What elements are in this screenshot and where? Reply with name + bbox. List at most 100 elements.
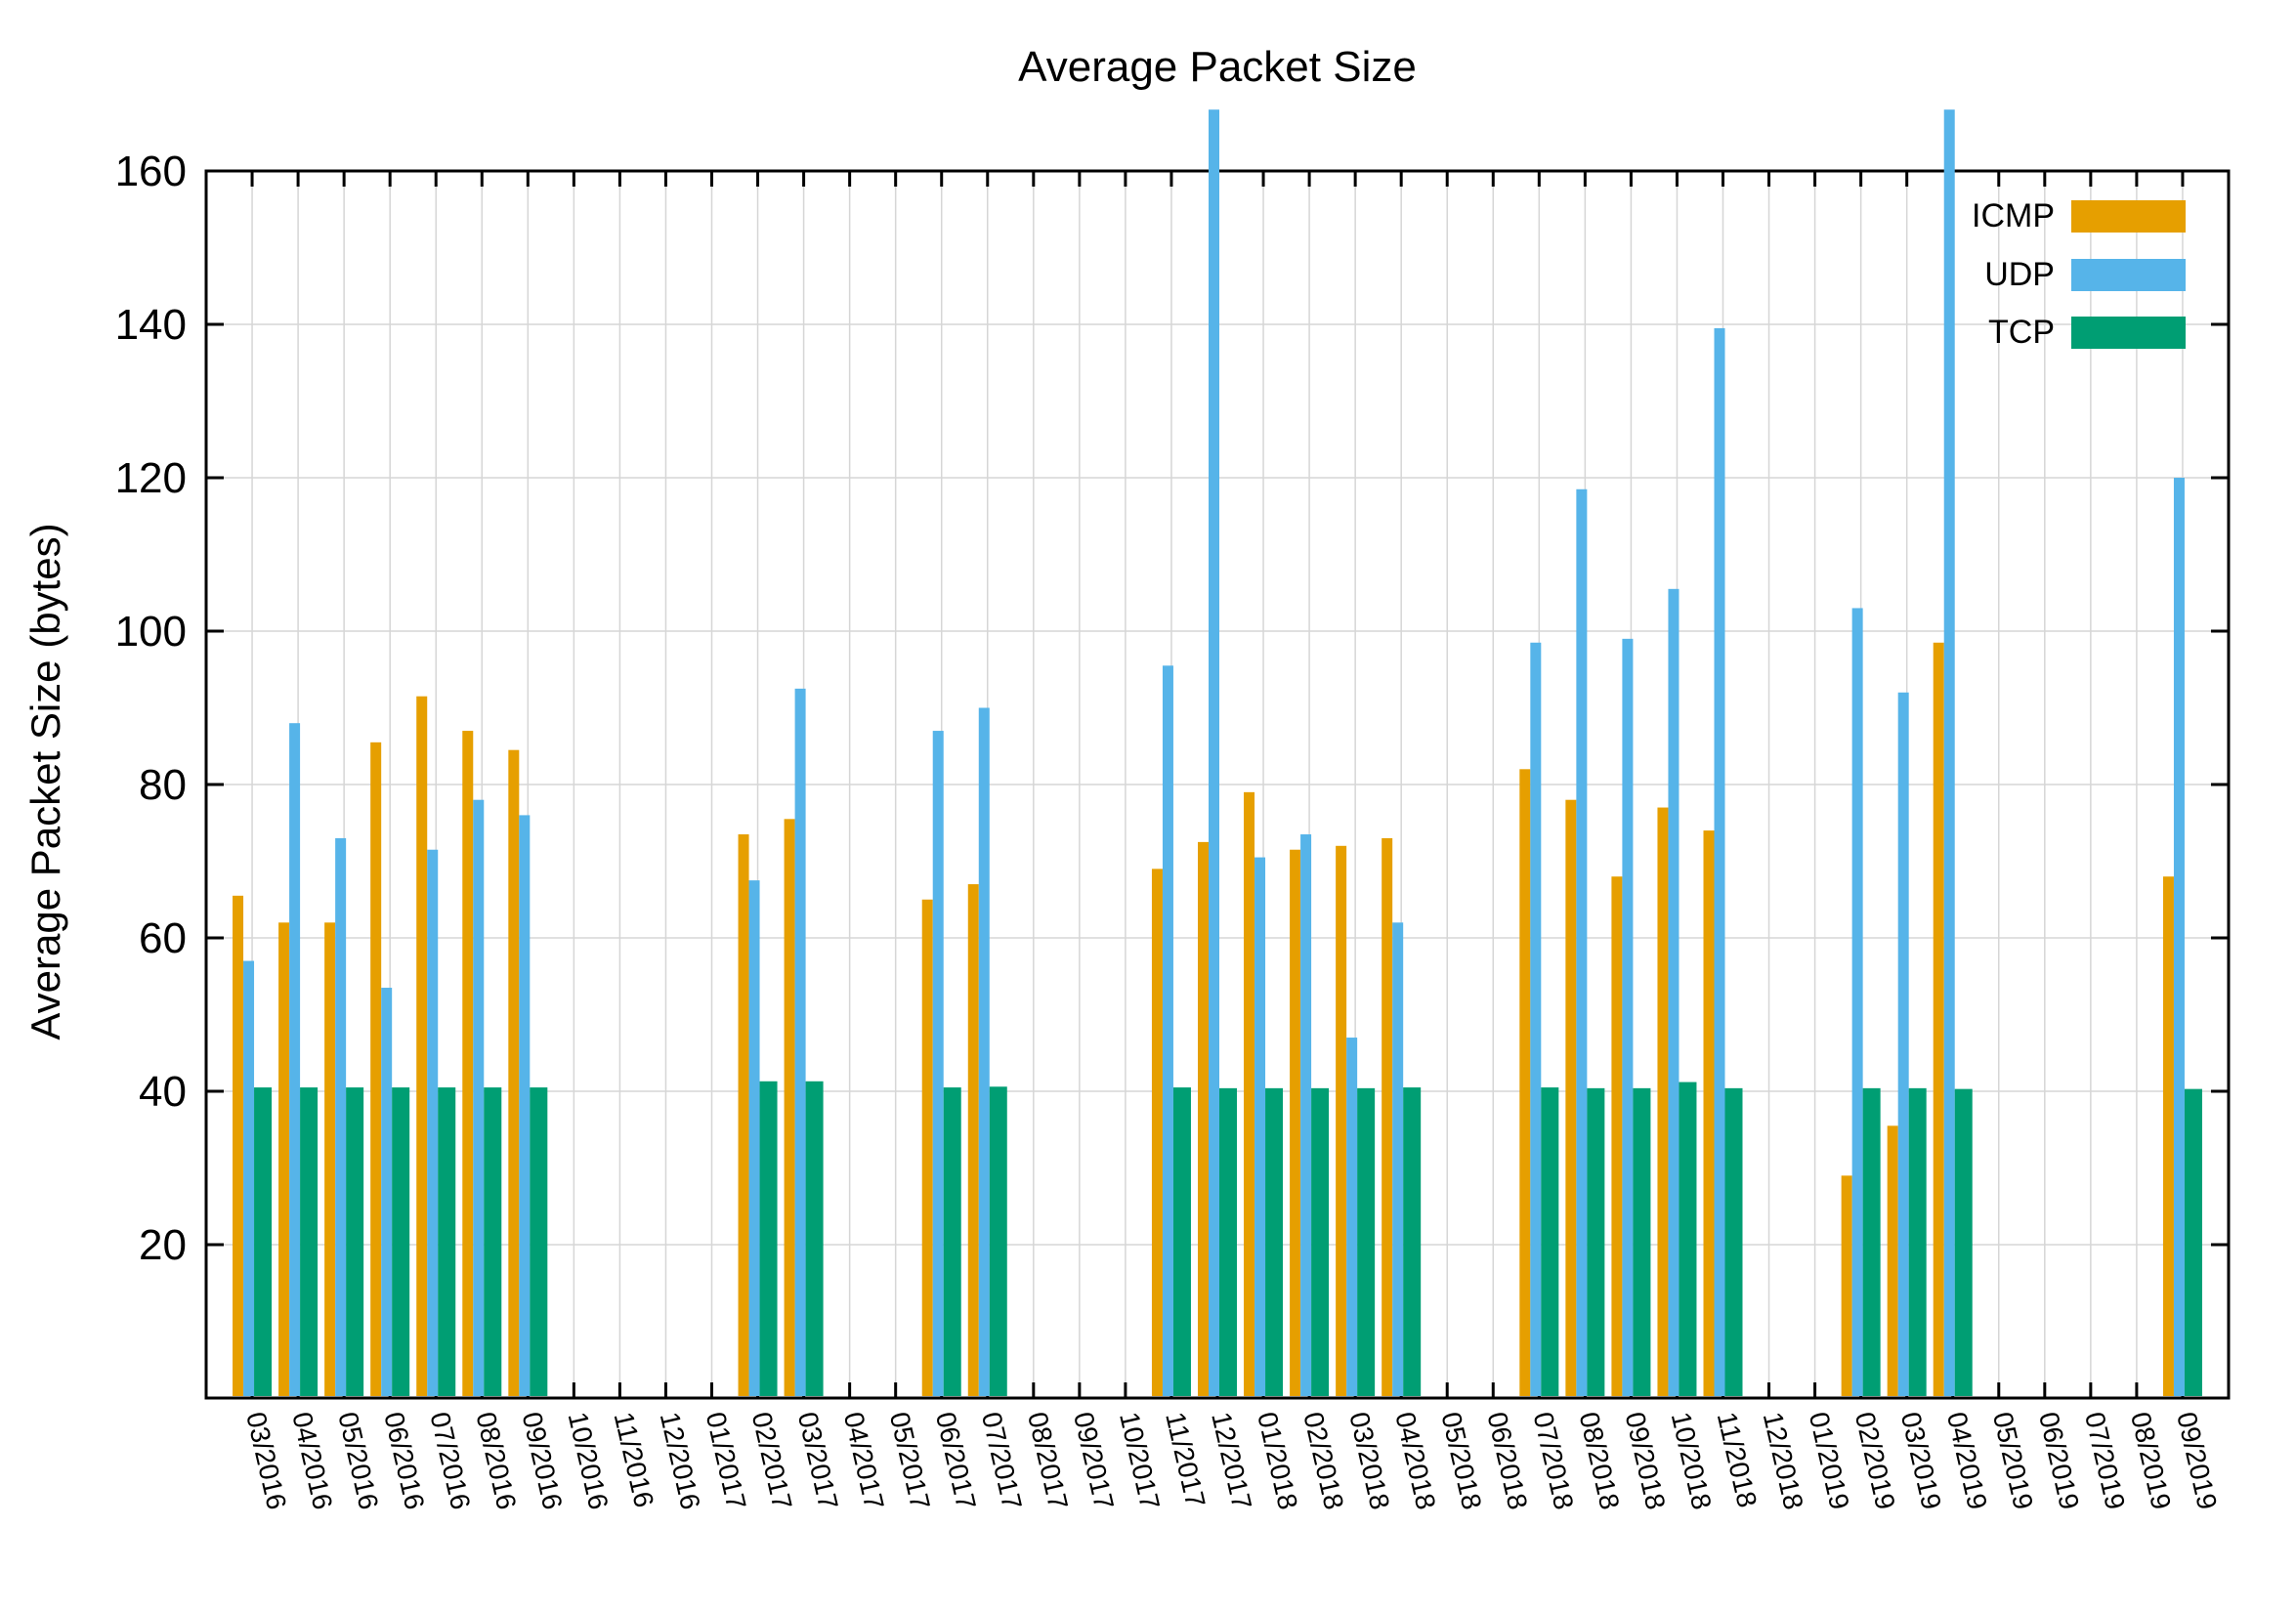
bar-tcp-03/2018: [1357, 1087, 1376, 1396]
svg-text:05/2017: 05/2017: [884, 1409, 936, 1512]
bar-udp-02/2017: [748, 880, 760, 1396]
svg-text:03/2017: 03/2017: [792, 1409, 844, 1512]
bar-tcp-08/2016: [484, 1087, 502, 1396]
bar-udp-04/2018: [1392, 922, 1404, 1396]
svg-text:04/2018: 04/2018: [1389, 1409, 1441, 1512]
bar-udp-06/2017: [932, 731, 944, 1396]
bar-tcp-07/2017: [989, 1086, 1007, 1396]
bar-udp-07/2017: [978, 707, 990, 1396]
svg-text:01/2017: 01/2017: [701, 1409, 752, 1512]
svg-text:11/2016: 11/2016: [609, 1409, 660, 1510]
svg-text:10/2017: 10/2017: [1114, 1409, 1166, 1512]
legend-swatch-udp-icon: [2071, 259, 2186, 291]
svg-text:05/2016: 05/2016: [332, 1409, 384, 1512]
bar-icmp-02/2017: [738, 834, 749, 1396]
svg-text:01/2018: 01/2018: [1252, 1409, 1303, 1512]
bar-tcp-06/2017: [943, 1087, 961, 1396]
svg-text:07/2018: 07/2018: [1527, 1409, 1579, 1512]
bar-tcp-02/2019: [1862, 1087, 1881, 1396]
svg-text:10/2016: 10/2016: [563, 1409, 615, 1512]
svg-text:04/2017: 04/2017: [838, 1409, 890, 1512]
legend-row-icmp: ICMP: [1798, 199, 2189, 233]
svg-text:02/2019: 02/2019: [1850, 1409, 1901, 1512]
svg-text:03/2019: 03/2019: [1895, 1409, 1947, 1512]
chart-title: Average Packet Size: [1018, 43, 1417, 91]
bar-tcp-03/2019: [1908, 1087, 1927, 1396]
bar-udp-04/2019: [1943, 109, 1955, 1397]
svg-text:06/2017: 06/2017: [930, 1409, 982, 1512]
bar-tcp-08/2018: [1587, 1087, 1605, 1396]
svg-text:09/2016: 09/2016: [516, 1409, 568, 1512]
svg-text:01/2019: 01/2019: [1804, 1409, 1855, 1512]
bar-tcp-09/2019: [2184, 1088, 2202, 1396]
svg-text:07/2016: 07/2016: [424, 1409, 476, 1512]
bars-icmp: [233, 642, 2174, 1396]
svg-text:02/2017: 02/2017: [746, 1409, 798, 1512]
bar-udp-10/2018: [1668, 588, 1679, 1396]
bar-icmp-10/2018: [1657, 807, 1669, 1396]
y-axis-label: Average Packet Size (bytes): [22, 523, 68, 1040]
bars-udp: [243, 109, 2185, 1397]
bar-icmp-11/2018: [1703, 830, 1715, 1396]
bar-udp-08/2018: [1576, 488, 1588, 1396]
svg-text:06/2019: 06/2019: [2033, 1409, 2085, 1512]
bar-udp-09/2018: [1622, 638, 1634, 1396]
svg-text:20: 20: [139, 1221, 187, 1269]
bar-tcp-07/2018: [1541, 1087, 1559, 1396]
svg-text:12/2016: 12/2016: [655, 1409, 706, 1512]
bar-udp-03/2018: [1346, 1038, 1358, 1396]
bar-icmp-08/2016: [462, 731, 474, 1396]
bar-udp-04/2016: [289, 723, 301, 1396]
svg-text:160: 160: [115, 148, 187, 195]
bar-icmp-03/2018: [1336, 845, 1347, 1396]
bar-tcp-09/2018: [1633, 1087, 1651, 1396]
bar-icmp-04/2018: [1382, 837, 1393, 1396]
bar-icmp-11/2017: [1151, 869, 1163, 1396]
bar-tcp-07/2016: [438, 1087, 456, 1396]
bar-icmp-02/2018: [1290, 849, 1301, 1396]
svg-text:100: 100: [115, 608, 187, 656]
legend-swatch-icmp-icon: [2071, 200, 2186, 233]
bar-udp-06/2016: [381, 988, 393, 1396]
bar-tcp-06/2016: [392, 1087, 410, 1396]
x-tick-labels: 03/201604/201605/201606/201607/201608/20…: [240, 1409, 2223, 1512]
bar-udp-01/2018: [1254, 857, 1266, 1396]
bar-udp-11/2017: [1162, 665, 1173, 1396]
bar-udp-07/2016: [427, 849, 439, 1396]
bar-tcp-05/2016: [346, 1087, 364, 1396]
legend-row-tcp: TCP: [1798, 316, 2189, 349]
svg-text:08/2018: 08/2018: [1574, 1409, 1626, 1512]
legend-swatch-tcp-icon: [2071, 317, 2186, 349]
svg-text:05/2019: 05/2019: [1987, 1409, 2039, 1512]
legend-label-udp: UDP: [1984, 256, 2055, 293]
bar-tcp-10/2018: [1679, 1082, 1697, 1396]
svg-text:02/2018: 02/2018: [1297, 1409, 1349, 1512]
svg-text:40: 40: [139, 1068, 187, 1116]
svg-text:03/2018: 03/2018: [1343, 1409, 1395, 1512]
bar-icmp-12/2017: [1198, 841, 1209, 1396]
bar-icmp-09/2019: [2162, 876, 2174, 1396]
bar-icmp-08/2018: [1565, 799, 1577, 1396]
y-tick-labels: 20 40 60 80 100 120 140 160: [115, 148, 187, 1269]
bar-tcp-09/2016: [530, 1087, 548, 1396]
svg-text:08/2016: 08/2016: [470, 1409, 522, 1512]
bar-udp-03/2017: [794, 688, 806, 1396]
svg-text:09/2018: 09/2018: [1620, 1409, 1672, 1512]
bar-udp-02/2019: [1851, 608, 1863, 1396]
bar-udp-05/2016: [335, 837, 347, 1396]
svg-text:11/2017: 11/2017: [1160, 1409, 1212, 1510]
svg-text:120: 120: [115, 454, 187, 502]
bar-icmp-04/2019: [1933, 642, 1944, 1396]
svg-text:12/2017: 12/2017: [1206, 1409, 1257, 1512]
bar-tcp-03/2016: [254, 1087, 273, 1396]
bar-udp-09/2019: [2173, 478, 2185, 1396]
legend-label-icmp: ICMP: [1972, 197, 2055, 234]
svg-text:07/2017: 07/2017: [976, 1409, 1028, 1512]
bar-udp-08/2016: [473, 799, 485, 1396]
bar-icmp-03/2016: [233, 895, 244, 1396]
bar-tcp-11/2018: [1724, 1087, 1743, 1396]
bar-icmp-09/2018: [1611, 876, 1623, 1396]
svg-text:80: 80: [139, 761, 187, 809]
svg-text:10/2018: 10/2018: [1666, 1409, 1718, 1512]
